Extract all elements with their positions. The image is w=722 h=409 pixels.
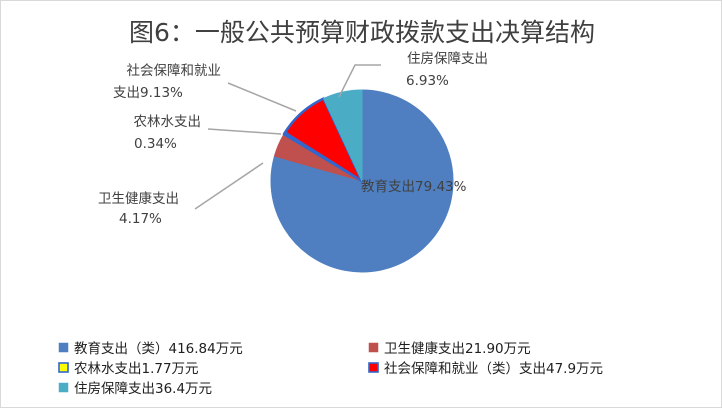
legend-label-housing: 住房保障支出36.4万元 bbox=[74, 381, 212, 397]
data-label-social-value: 支出9.13% bbox=[113, 85, 183, 101]
data-label-housing-value: 6.93% bbox=[406, 73, 449, 89]
legend-swatch-edu bbox=[58, 342, 69, 353]
data-label-agri: 农林水支出 bbox=[134, 114, 202, 130]
leader-line-health bbox=[194, 162, 264, 210]
legend-label-health: 卫生健康支出21.90万元 bbox=[384, 340, 531, 357]
legend-item-health: 卫生健康支出21.90万元 bbox=[368, 340, 531, 357]
chart-title: 图6：一般公共预算财政拨款支出决算结构 bbox=[129, 18, 595, 47]
data-label-health: 卫生健康支出 bbox=[98, 190, 179, 207]
data-label-health-value: 4.17% bbox=[119, 211, 162, 227]
data-labels: 教育支出79.43% 卫生健康支出 4.17% 农林水支出 0.34% 社会保障和就业支出… bbox=[98, 51, 488, 227]
legend-item-agri: 农林水支出1.77万元 bbox=[58, 361, 199, 377]
leader-line-social bbox=[227, 82, 297, 112]
data-label-social: 社会保障和就业 bbox=[127, 63, 222, 79]
legend-label-social: 社会保障和就业（类）支出47.9万元 bbox=[384, 361, 603, 377]
data-label-housing: 住房保障支出 bbox=[407, 51, 488, 67]
legend-swatch-health bbox=[368, 342, 379, 353]
legend-swatch-housing bbox=[58, 382, 69, 393]
leader-line-housing bbox=[338, 64, 381, 98]
legend-item-housing: 住房保障支出36.4万元 bbox=[58, 381, 212, 397]
legend-label-edu: 教育支出（类）416.84万元 bbox=[74, 341, 243, 357]
data-label-edu: 教育支出79.43% bbox=[361, 179, 467, 195]
leader-line-agri bbox=[207, 128, 282, 135]
legend-swatch-agri bbox=[58, 362, 69, 373]
pie-slice-edu bbox=[270, 89, 454, 273]
pie-slice-housing bbox=[323, 89, 363, 182]
legend-item-social: 社会保障和就业（类）支出47.9万元 bbox=[368, 361, 603, 377]
legend-swatch-social bbox=[368, 362, 379, 373]
leader-lines bbox=[194, 64, 381, 210]
legend-label-agri: 农林水支出1.77万元 bbox=[74, 361, 199, 377]
legend-item-edu: 教育支出（类）416.84万元 bbox=[58, 341, 243, 357]
pie-slices bbox=[270, 89, 454, 273]
data-label-agri-value: 0.34% bbox=[134, 136, 177, 152]
